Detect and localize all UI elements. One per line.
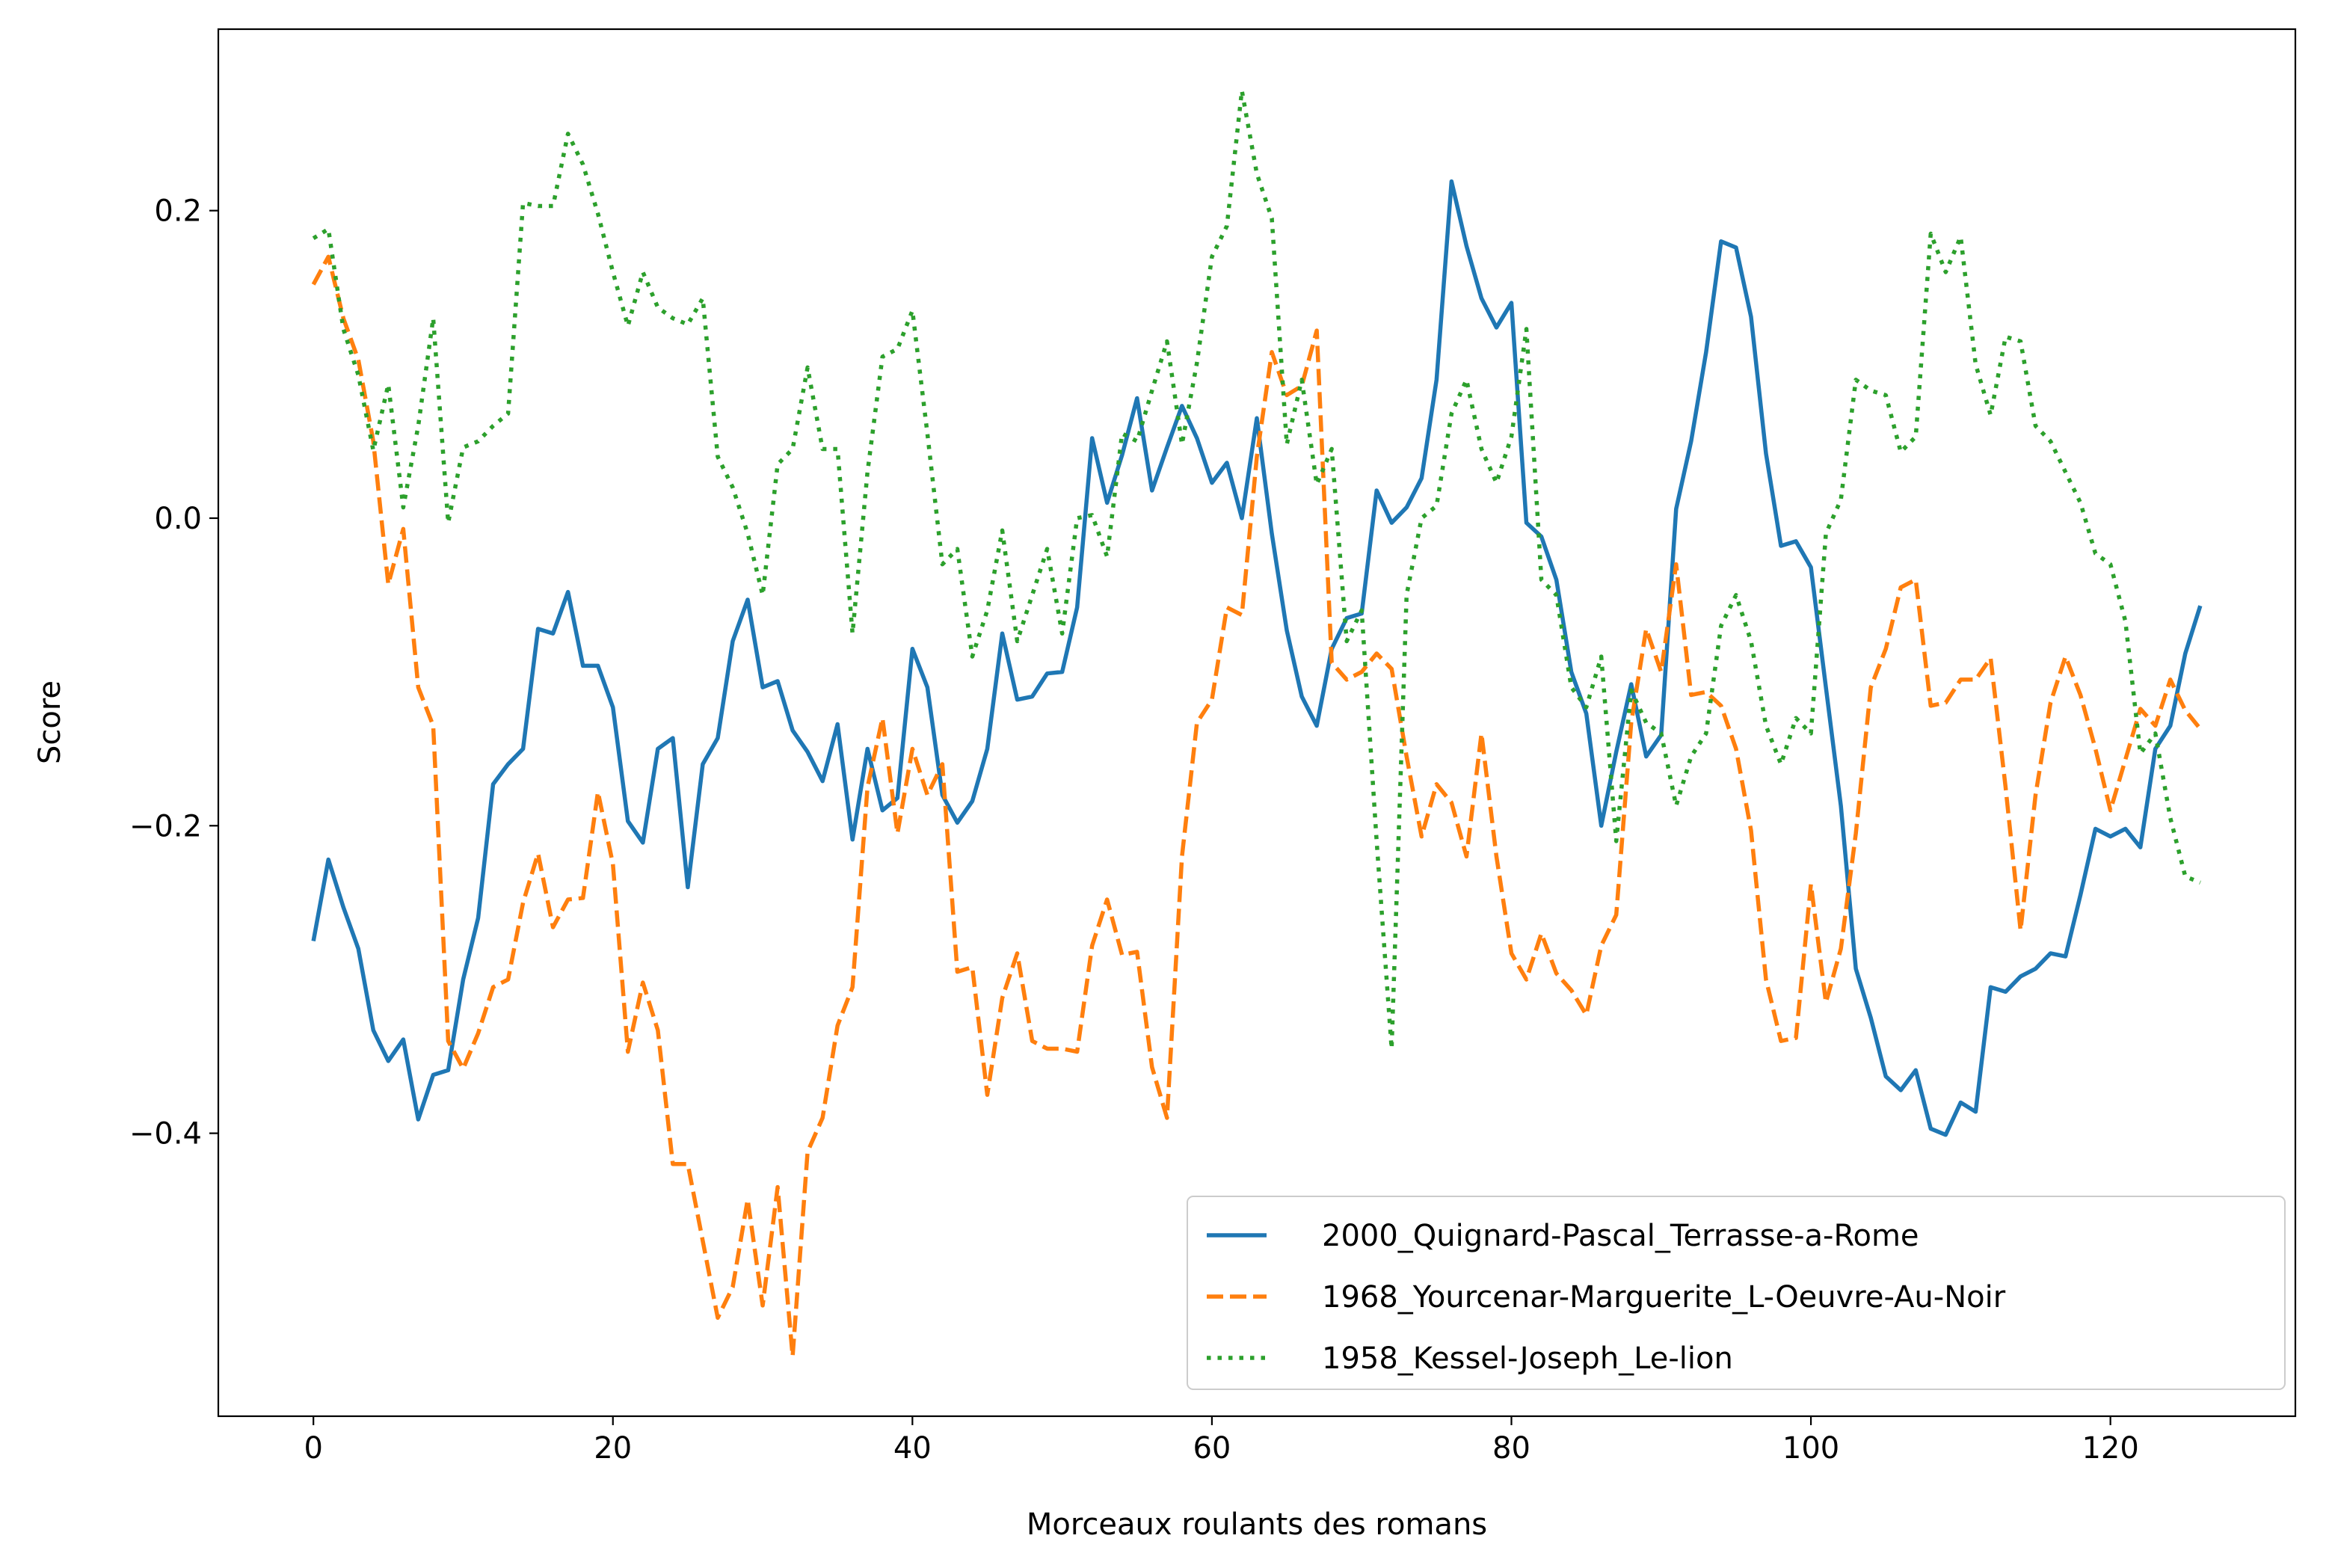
y-tick-label: 0.2 xyxy=(154,194,202,229)
x-tick-label: 80 xyxy=(1492,1431,1530,1466)
y-axis-ticks: −0.4 −0.2 0.0 0.2 xyxy=(129,194,218,1152)
x-tick-label: 100 xyxy=(1782,1431,1839,1466)
series-line-2 xyxy=(311,254,2202,1359)
legend-label-1: 2000_Quignard-Pascal_Terrasse-a-Rome xyxy=(1322,1219,1919,1253)
series-layer xyxy=(311,88,2203,1359)
x-tick-label: 120 xyxy=(2082,1431,2138,1466)
legend-box xyxy=(1187,1196,2286,1390)
x-tick-label: 40 xyxy=(893,1431,932,1466)
series-line-1 xyxy=(311,179,2203,1137)
plot-frame xyxy=(217,28,2297,1418)
legend-label-2: 1968_Yourcenar-Marguerite_L-Oeuvre-Au-No… xyxy=(1322,1280,2006,1315)
y-tick-label: −0.2 xyxy=(129,809,202,843)
y-axis-label: Score xyxy=(33,680,67,764)
x-axis-label: Morceaux roulants des romans xyxy=(1027,1507,1487,1542)
x-tick-label: 20 xyxy=(594,1431,632,1466)
series-line-3 xyxy=(312,88,2201,1051)
legend: 2000_Quignard-Pascal_Terrasse-a-Rome 1968… xyxy=(1187,1196,2286,1390)
y-tick-label: −0.4 xyxy=(129,1117,202,1152)
x-tick-label: 0 xyxy=(304,1431,322,1466)
legend-label-3: 1958_Kessel-Joseph_Le-lion xyxy=(1322,1341,1733,1376)
y-tick-label: 0.0 xyxy=(154,502,202,536)
x-tick-label: 60 xyxy=(1193,1431,1231,1466)
x-axis-ticks: 0 20 40 60 80 100 120 xyxy=(304,1416,2139,1466)
